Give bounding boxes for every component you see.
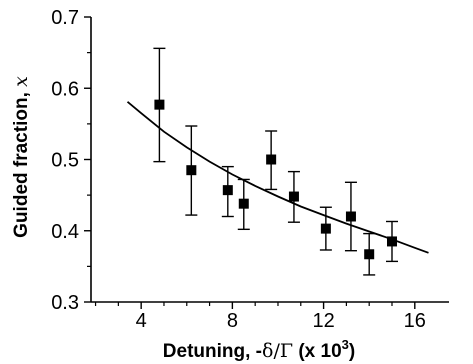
- data-point: [153, 47, 166, 163]
- data-points-layer: [153, 47, 398, 276]
- x-tick-label: 4: [136, 310, 147, 332]
- point-marker: [186, 165, 197, 176]
- data-point: [185, 125, 198, 216]
- data-point: [221, 165, 234, 218]
- point-marker: [238, 198, 249, 209]
- y-tick-label: 0.4: [51, 221, 79, 243]
- x-tick-label: 16: [404, 310, 426, 332]
- point-marker: [222, 185, 233, 196]
- x-axis-title: Detuning, -δ/Γ (x 103): [163, 337, 355, 362]
- y-tick-label: 0.5: [51, 150, 79, 172]
- point-marker: [154, 99, 165, 110]
- axes-frame: [84, 16, 449, 309]
- data-point: [265, 130, 278, 191]
- data-point: [237, 178, 250, 231]
- fit-curve-layer: [126, 101, 429, 254]
- fit-curve: [126, 101, 429, 254]
- data-point: [319, 206, 332, 251]
- x-tick-label: 8: [227, 310, 238, 332]
- point-marker: [364, 249, 375, 260]
- point-marker: [386, 236, 397, 247]
- point-marker: [320, 223, 331, 234]
- point-marker: [345, 211, 356, 222]
- point-marker: [288, 191, 299, 202]
- y-tick-label: 0.7: [51, 7, 79, 29]
- data-point: [287, 170, 300, 223]
- tick-labels: 4 8 12 16 0.3 0.4 0.5 0.6 0.7: [51, 7, 426, 332]
- x-tick-label: 12: [312, 310, 334, 332]
- data-point: [363, 232, 376, 276]
- y-tick-label: 0.3: [51, 292, 79, 314]
- point-marker: [266, 154, 277, 165]
- data-point: [385, 220, 398, 263]
- y-axis-title: Guided fraction, x: [10, 76, 32, 238]
- y-tick-label: 0.6: [51, 78, 79, 100]
- data-point: [344, 181, 357, 252]
